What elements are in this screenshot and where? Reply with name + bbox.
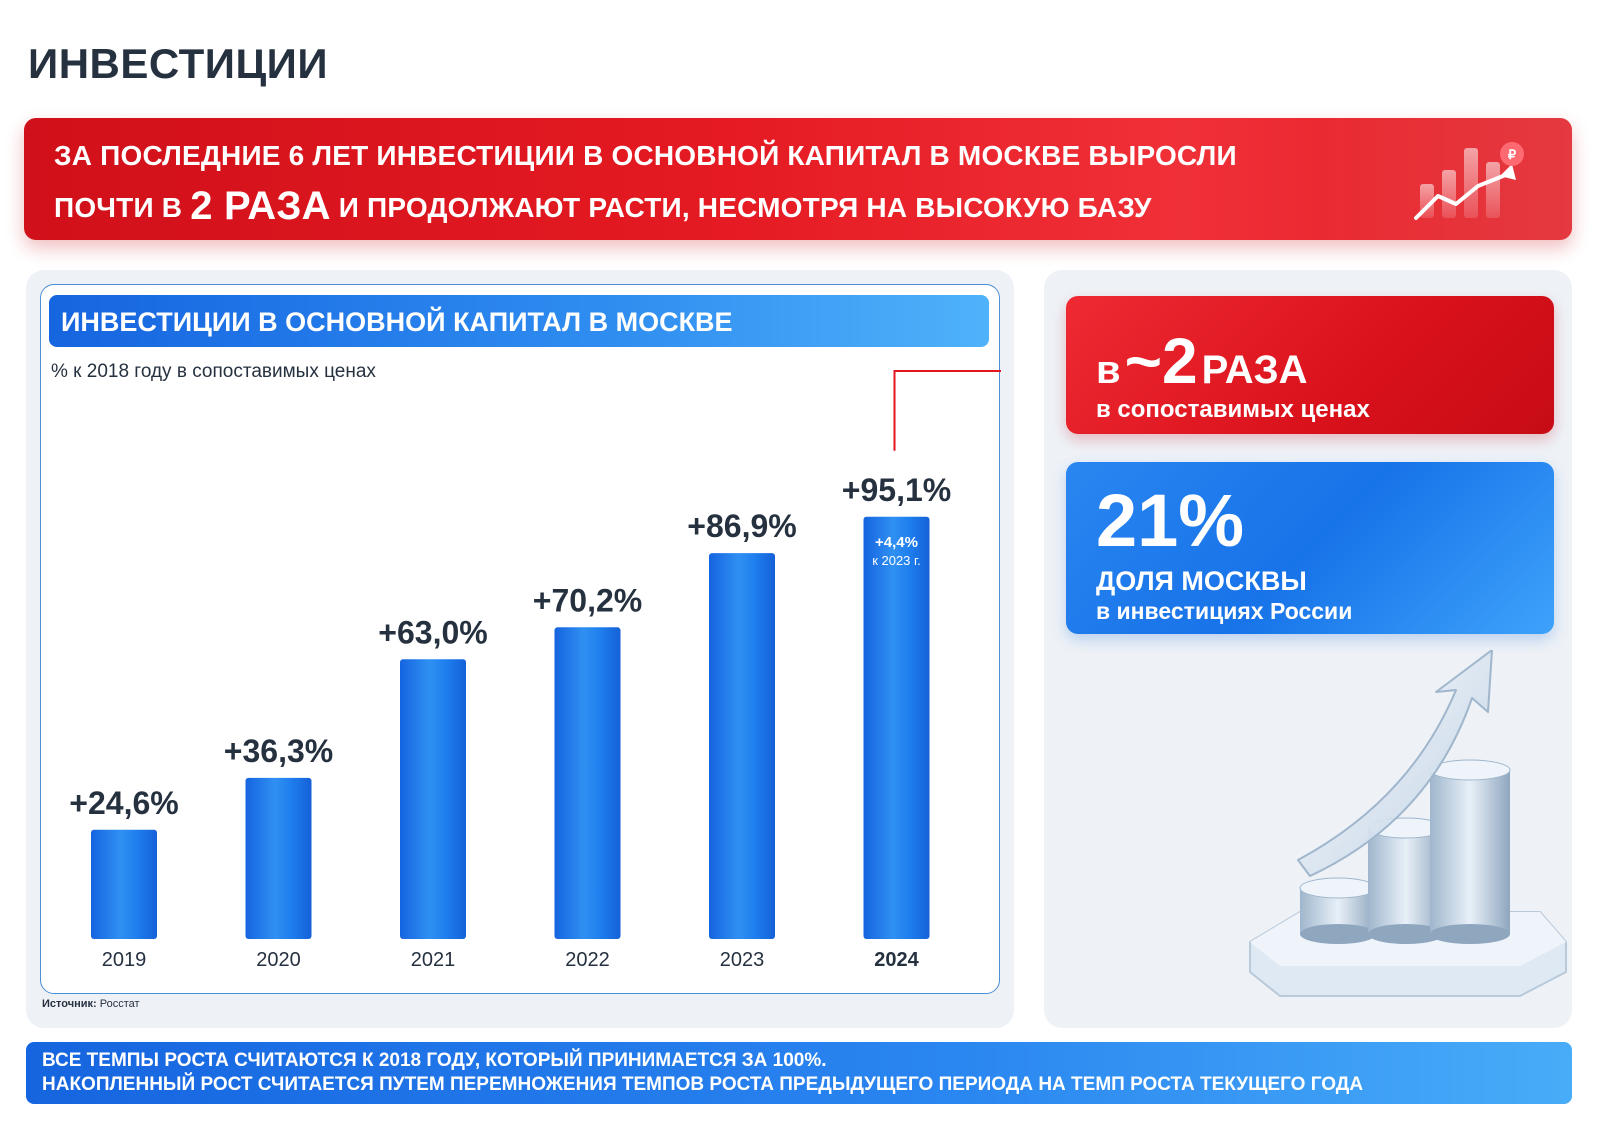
footer-line-2: НАКОПЛЕННЫЙ РОСТ СЧИТАЕТСЯ ПУТЕМ ПЕРЕМНО… — [42, 1074, 1364, 1095]
bar-2024 — [863, 516, 930, 939]
data-label-2020: +36,3% — [224, 733, 333, 769]
banner-line-2: ПОЧТИ В 2 РАЗА И ПРОДОЛЖАЮТ РАСТИ, НЕСМО… — [54, 184, 1152, 229]
times-growth-headline: в~2 РАЗА — [1096, 324, 1308, 398]
coins-arrow-icon — [1249, 650, 1567, 997]
inner-annotation-value: +4,4% — [875, 534, 918, 551]
footer-note: ВСЕ ТЕМПЫ РОСТА СЧИТАЮТСЯ К 2018 ГОДУ, К… — [26, 1042, 1572, 1104]
x-tick-2021: 2021 — [411, 949, 456, 971]
data-label-2021: +63,0% — [378, 614, 487, 650]
x-tick-2022: 2022 — [565, 949, 610, 971]
bar-2020 — [245, 777, 312, 939]
data-label-2023: +86,9% — [687, 508, 796, 544]
chart-title-bar: ИНВЕСТИЦИИ В ОСНОВНОЙ КАПИТАЛ В МОСКВЕ — [49, 295, 989, 347]
inner-annotation-note: к 2023 г. — [872, 553, 921, 568]
source-text: Росстат — [99, 998, 140, 1010]
bar-2023 — [709, 553, 775, 939]
x-tick-2024: 2024 — [874, 949, 919, 971]
times-value: ~2 — [1124, 325, 1198, 397]
data-label-2019: +24,6% — [69, 785, 178, 821]
times-growth-card: в~2 РАЗА в сопоставимых ценах — [1066, 296, 1554, 434]
x-tick-2020: 2020 — [256, 949, 301, 971]
data-label-2024: +95,1% — [842, 472, 951, 508]
data-label-2022: +70,2% — [533, 582, 642, 618]
chart-subtitle: % к 2018 году в сопоставимых ценах — [51, 361, 376, 382]
chart-title: ИНВЕСТИЦИИ В ОСНОВНОЙ КАПИТАЛ В МОСКВЕ — [61, 307, 733, 337]
banner-line-2-pre: ПОЧТИ В — [54, 192, 191, 223]
bar-chart: +24,6% 2019 +36,3% 2020 +63,0% 2021 +70,2% 2022… — [69, 370, 1001, 971]
share-value: 21% — [1096, 479, 1245, 562]
chart-panel: ИНВЕСТИЦИИ В ОСНОВНОЙ КАПИТАЛ В МОСКВЕ %… — [26, 270, 1014, 1028]
banner-line-2-big: 2 РАЗА — [190, 184, 331, 228]
bar-2019 — [91, 829, 157, 939]
connector-line — [893, 370, 1001, 451]
source-note: Источник: Росстат — [42, 998, 140, 1010]
times-suffix: РАЗА — [1201, 348, 1308, 392]
share-card: 21% ДОЛЯ МОСКВЫ в инвестициях России — [1066, 462, 1554, 634]
page-title: ИНВЕСТИЦИИ — [28, 40, 329, 87]
svg-text:₽: ₽ — [1508, 147, 1517, 162]
headline-banner: ЗА ПОСЛЕДНИЕ 6 ЛЕТ ИНВЕСТИЦИИ В ОСНОВНОЙ… — [24, 118, 1572, 240]
bar-2022 — [554, 627, 621, 939]
right-panel: в~2 РАЗА в сопоставимых ценах 21% ДОЛЯ МО… — [1044, 270, 1572, 1028]
source-label: Источник: — [42, 998, 97, 1010]
times-prefix: в — [1096, 348, 1121, 392]
share-caption: в инвестициях России — [1096, 598, 1353, 624]
growth-chart-icon: ₽ — [1414, 142, 1524, 220]
banner-line-2-post: И ПРОДОЛЖАЮТ РАСТИ, НЕСМОТРЯ НА ВЫСОКУЮ … — [330, 192, 1152, 223]
x-tick-2019: 2019 — [102, 949, 147, 971]
x-tick-2023: 2023 — [720, 949, 765, 971]
times-caption: в сопоставимых ценах — [1096, 396, 1370, 423]
bar-2021 — [400, 659, 466, 939]
banner-line-1: ЗА ПОСЛЕДНИЕ 6 ЛЕТ ИНВЕСТИЦИИ В ОСНОВНОЙ… — [54, 140, 1237, 171]
chart-card: ИНВЕСТИЦИИ В ОСНОВНОЙ КАПИТАЛ В МОСКВЕ %… — [40, 284, 1001, 994]
footer-line-1: ВСЕ ТЕМПЫ РОСТА СЧИТАЮТСЯ К 2018 ГОДУ, К… — [42, 1050, 827, 1071]
share-title: ДОЛЯ МОСКВЫ — [1096, 566, 1307, 596]
